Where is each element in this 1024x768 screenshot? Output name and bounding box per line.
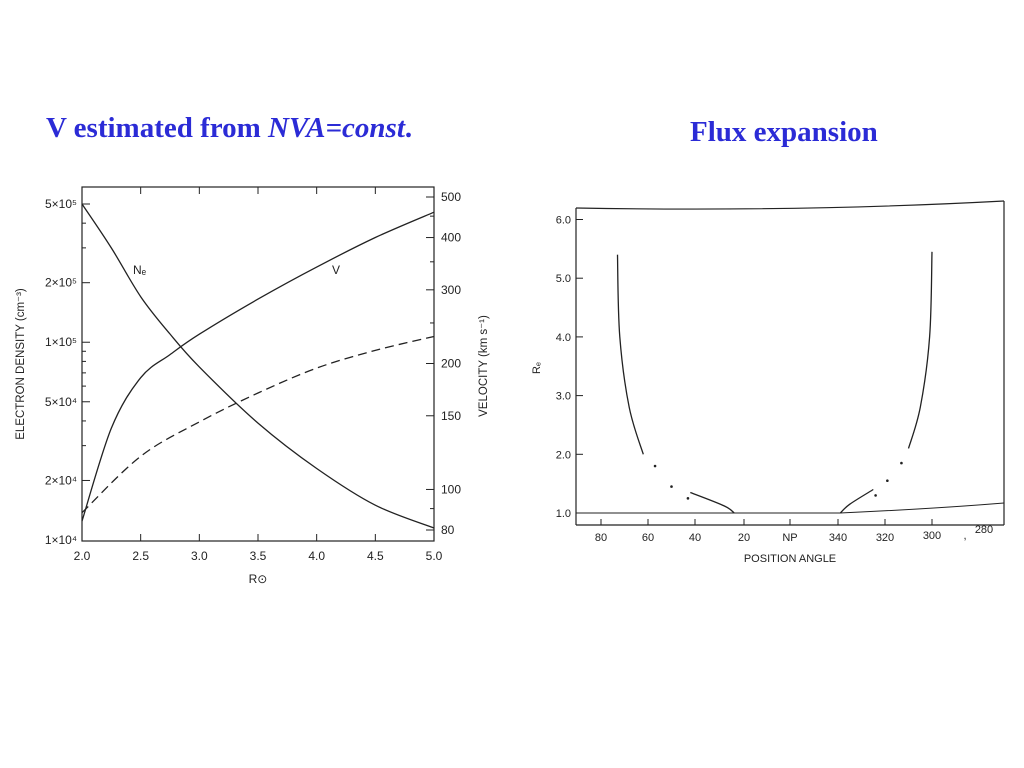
y-right-tick-label: 150	[441, 409, 461, 423]
x-tick-label: 5.0	[426, 549, 443, 563]
y-left-tick-label: 5×10⁴	[45, 395, 77, 409]
x-tick-label: 2.5	[132, 549, 149, 563]
y-tick-label: 4.0	[556, 332, 571, 344]
y-tick-label: 3.0	[556, 391, 571, 403]
x-tick-label: 300	[923, 530, 941, 542]
x-tick-label: 320	[876, 532, 894, 544]
surface-curve	[839, 502, 1005, 514]
y-right-tick-label: 400	[441, 231, 461, 245]
y-right-tick-label: 200	[441, 357, 461, 371]
y-tick-label: 5.0	[556, 273, 571, 285]
y-tick-label: 2.0	[556, 449, 571, 461]
x-tick-label: 3.0	[191, 549, 208, 563]
y-left-tick-label: 5×10⁵	[45, 197, 77, 211]
streamer-boundary-line	[839, 488, 874, 514]
x-axis-label: POSITION ANGLE	[744, 553, 836, 565]
x-tick-label: 20	[738, 532, 750, 544]
x-tick-label: 2.0	[74, 549, 91, 563]
x-tick-label: 80	[595, 532, 607, 544]
y-left-tick-label: 1×10⁵	[45, 335, 77, 349]
heading-end: .	[404, 112, 413, 144]
x-tick-label: 4.5	[367, 549, 384, 563]
boundary-dot	[653, 464, 657, 468]
left-chart-heading: V estimated from NVA=const.	[46, 112, 412, 145]
velocity-line	[81, 211, 435, 522]
heading-plain: V estimated from	[46, 112, 269, 144]
series-label: Nₑ	[133, 263, 147, 277]
boundary-dot	[874, 494, 877, 497]
x-tick-label: NP	[782, 532, 797, 544]
streamer-boundary-line	[616, 254, 644, 455]
x-tick-label: 60	[642, 532, 654, 544]
y-tick-label: 1.0	[556, 508, 571, 520]
boundary-dot	[670, 485, 673, 488]
top-border	[575, 200, 1005, 210]
boundary-dot	[886, 479, 889, 483]
streamer-boundary-line	[690, 491, 735, 514]
streamer-boundary-line	[907, 251, 933, 449]
heading-italic: NVA=const	[268, 112, 405, 144]
right-chart-heading: Flux expansion	[690, 116, 878, 148]
x-axis-label: R⊙	[249, 572, 268, 586]
x-tick-label: ,	[963, 530, 966, 542]
x-tick-label: 4.0	[308, 549, 325, 563]
density-line	[81, 203, 435, 529]
y-right-axis-label: VELOCITY (km s⁻¹)	[478, 315, 490, 417]
y-right-tick-label: 500	[441, 190, 461, 204]
y-left-tick-label: 2×10⁵	[45, 276, 77, 290]
y-tick-label: 6.0	[556, 215, 571, 227]
boundary-dot	[686, 497, 690, 500]
y-right-tick-label: 80	[441, 523, 455, 537]
x-tick-label: 3.5	[250, 549, 267, 563]
y-left-tick-label: 2×10⁴	[45, 473, 77, 487]
x-tick-label: 280	[975, 524, 993, 536]
y-right-tick-label: 300	[441, 283, 461, 297]
x-tick-label: 40	[689, 532, 701, 544]
y-left-tick-label: 1×10⁴	[45, 533, 77, 547]
y-left-axis-label: ELECTRON DENSITY (cm⁻³)	[15, 288, 27, 440]
series-label: V	[332, 263, 340, 277]
dashed-velocity-line	[81, 335, 435, 514]
y-axis-label: Rₑ	[531, 362, 543, 374]
boundary-dot	[900, 461, 903, 465]
x-tick-label: 340	[829, 532, 847, 544]
y-right-tick-label: 100	[441, 482, 461, 496]
